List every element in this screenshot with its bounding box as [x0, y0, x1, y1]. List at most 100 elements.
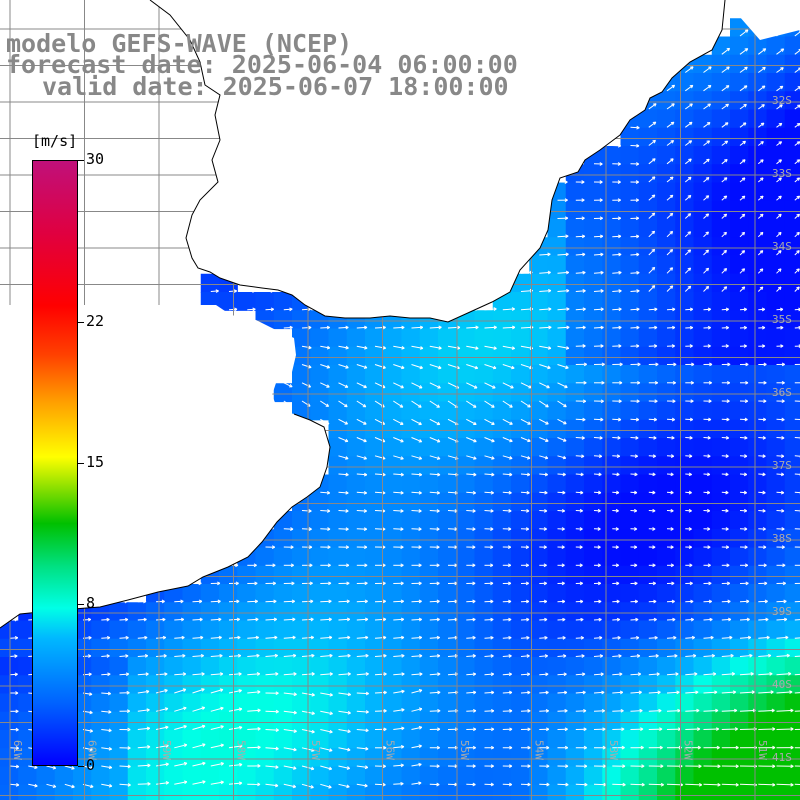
field-cell — [365, 602, 384, 622]
field-cell — [492, 310, 512, 330]
field-cell — [565, 766, 585, 786]
wind-arrow — [575, 490, 584, 495]
field-cell — [638, 146, 658, 165]
field-cell — [584, 565, 603, 585]
longitude-label: 52W — [682, 740, 695, 760]
field-cell — [638, 310, 658, 330]
field-cell — [383, 711, 403, 731]
field-cell — [784, 474, 800, 494]
wind-arrow — [484, 635, 494, 640]
field-cell — [310, 328, 330, 348]
field-cell — [784, 511, 800, 530]
field-cell — [693, 292, 713, 311]
field-cell — [620, 711, 640, 731]
field-cell — [711, 456, 731, 476]
field-cell — [693, 547, 713, 567]
wind-arrow — [575, 344, 586, 348]
field-cell — [146, 784, 165, 800]
field-cell — [511, 419, 530, 439]
wind-arrow — [356, 563, 368, 568]
wind-arrow — [776, 690, 793, 694]
wind-arrow — [703, 472, 711, 477]
field-cell — [237, 657, 257, 676]
field-cell — [657, 620, 676, 640]
field-cell — [675, 730, 695, 749]
field-cell — [711, 127, 731, 147]
wind-arrow — [429, 635, 440, 640]
field-cell — [730, 511, 749, 530]
wind-arrow — [557, 270, 570, 275]
wind-arrow — [210, 743, 224, 749]
field-cell — [784, 237, 800, 257]
wind-arrow — [685, 307, 694, 312]
wind-arrow — [520, 455, 531, 460]
field-cell — [748, 730, 768, 749]
field-cell — [766, 73, 786, 92]
field-cell — [766, 565, 786, 585]
field-cell — [638, 675, 658, 695]
wind-arrow — [484, 307, 497, 311]
wind-arrow — [575, 508, 583, 513]
field-cell — [730, 91, 749, 111]
field-cell — [693, 164, 713, 184]
wind-arrow — [356, 400, 367, 408]
wind-arrow — [466, 690, 477, 695]
field-cell — [456, 620, 476, 640]
wind-arrow — [575, 180, 585, 184]
wind-arrow — [776, 177, 782, 183]
wind-arrow — [466, 545, 476, 550]
field-cell — [565, 620, 585, 640]
wind-arrow — [374, 690, 387, 695]
field-cell — [474, 766, 494, 786]
field-cell — [620, 146, 640, 165]
field-cell — [547, 328, 567, 348]
field-cell — [711, 584, 731, 603]
field-cell — [419, 365, 439, 384]
wind-arrow — [575, 745, 587, 750]
field-cell — [255, 638, 275, 658]
wind-arrow — [393, 545, 404, 550]
field-cell — [383, 383, 403, 403]
field-cell — [620, 164, 640, 184]
wind-arrow — [502, 599, 512, 604]
field-cell — [784, 219, 800, 238]
field-cell — [602, 620, 622, 640]
wind-arrow — [758, 599, 768, 604]
field-cell — [766, 310, 786, 330]
field-cell — [419, 784, 439, 800]
wind-arrow — [758, 545, 767, 550]
field-cell — [255, 766, 275, 786]
wind-arrow — [429, 545, 440, 550]
wind-arrow — [265, 672, 279, 676]
wind-arrow — [612, 654, 622, 658]
wind-arrow — [429, 708, 441, 713]
wind-arrow — [721, 268, 728, 274]
wind-arrow — [721, 745, 739, 750]
field-cell — [711, 638, 731, 658]
field-cell — [419, 657, 439, 676]
field-cell — [146, 730, 165, 749]
field-cell — [730, 474, 749, 494]
wind-arrow — [119, 635, 129, 640]
field-cell — [401, 730, 421, 749]
wind-arrow — [520, 418, 531, 425]
field-cell — [164, 693, 184, 713]
wind-arrow — [539, 635, 548, 640]
field-cell — [273, 766, 293, 786]
field-cell — [365, 547, 384, 567]
field-cell — [91, 675, 111, 695]
field-cell — [766, 638, 786, 658]
wind-arrow — [502, 345, 516, 350]
field-cell — [438, 547, 457, 567]
field-cell — [182, 711, 202, 731]
wind-arrow — [429, 617, 440, 622]
field-cell — [730, 675, 749, 695]
wind-arrow — [283, 783, 297, 789]
field-cell — [657, 638, 676, 658]
wind-arrow — [502, 418, 513, 425]
field-cell — [492, 401, 512, 421]
field-cell — [565, 675, 585, 695]
field-cell — [419, 419, 439, 439]
field-cell — [657, 693, 676, 713]
field-cell — [711, 675, 731, 695]
